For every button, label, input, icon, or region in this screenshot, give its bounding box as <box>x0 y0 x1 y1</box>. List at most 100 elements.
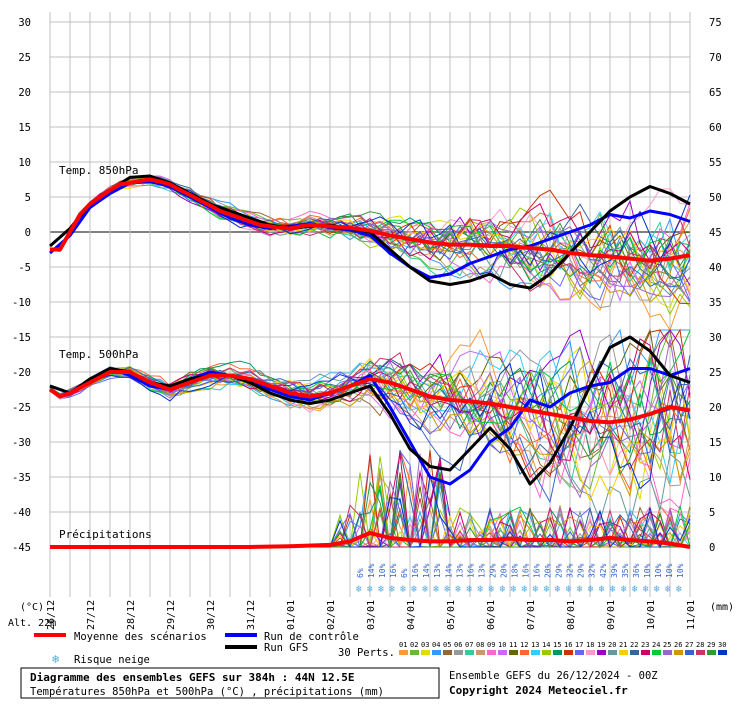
pert-number: 02 <box>410 641 418 649</box>
pert-number: 25 <box>663 641 671 649</box>
x-tick-label: 11/01 <box>686 600 697 630</box>
snowflake-icon: ❄ <box>577 584 584 595</box>
snowflake-icon: ❄ <box>378 584 385 595</box>
snowflake-icon: ❄ <box>533 584 540 595</box>
left-tick-label: -25 <box>12 402 31 414</box>
right-tick-label: 25 <box>709 367 722 379</box>
pert-swatch <box>509 650 518 655</box>
panel-label-t850: Temp. 850hPa <box>59 164 138 177</box>
snow-risk-pct: 14% <box>444 563 453 578</box>
right-tick-label: 75 <box>709 17 722 29</box>
snowflake-icon: ❄ <box>643 584 650 595</box>
right-tick-label: 0 <box>709 542 715 554</box>
pert-swatch <box>652 650 661 655</box>
pert-swatch <box>707 650 716 655</box>
t500-mean-line <box>48 370 691 425</box>
x-tick-label: 27/12 <box>86 600 97 630</box>
x-tick-label: 30/12 <box>206 600 217 630</box>
left-tick-label: 15 <box>18 122 31 134</box>
pert-swatch <box>608 650 617 655</box>
pert-number: 30 <box>718 641 726 649</box>
snowflake-icon: ❄ <box>676 584 683 595</box>
snowflake-icon: ❄ <box>632 584 639 595</box>
chart-subtitle: Températures 850hPa et 500hPa (°C) , pré… <box>30 686 384 698</box>
right-tick-label: 70 <box>709 52 722 64</box>
snowflake-icon: ❄ <box>400 584 407 595</box>
left-tick-label: 25 <box>18 52 31 64</box>
snowflake-icon: ❄ <box>654 584 661 595</box>
legend-perts-label: 30 Perts. <box>338 647 395 659</box>
x-tick-label: 06/01 <box>486 600 497 630</box>
pert-number: 23 <box>641 641 649 649</box>
pert-swatch <box>586 650 595 655</box>
snow-risk-pct: 16% <box>466 563 475 578</box>
pert-number: 09 <box>487 641 495 649</box>
altitude-label: Alt. 22m <box>8 618 56 629</box>
snow-risk-pct: 13% <box>455 563 464 578</box>
chart-title: Diagramme des ensembles GEFS sur 384h : … <box>30 671 355 684</box>
snow-risk-pct: 29% <box>555 563 564 578</box>
pert-swatch <box>487 650 496 655</box>
snowflake-icon: ❄ <box>665 584 672 595</box>
x-tick-label: 07/01 <box>526 600 537 630</box>
legend-snow-label: Risque neige <box>74 654 150 666</box>
snowflake-icon: ❄ <box>52 652 59 666</box>
perturbation-legend: 01 02 03 04 05 06 07 08 09 10 11 12 13 14 15 16 17 18 19 20… <box>399 641 727 655</box>
snowflake-icon: ❄ <box>444 584 451 595</box>
pert-number: 19 <box>597 641 605 649</box>
snow-risk-pct: 42% <box>599 563 608 578</box>
right-tick-label: 45 <box>709 227 722 239</box>
x-tick-label: 29/12 <box>166 600 177 630</box>
snowflake-icon: ❄ <box>367 584 374 595</box>
snowflake-icon: ❄ <box>433 584 440 595</box>
x-axis: 26/12 27/12 28/12 29/12 30/12 31/12 01/01 02/01… <box>46 600 697 630</box>
snow-risk-pct: 36% <box>632 563 641 578</box>
pert-swatch <box>410 650 419 655</box>
pert-number: 07 <box>465 641 473 649</box>
x-tick-label: 03/01 <box>366 600 377 630</box>
pert-number: 24 <box>652 641 660 649</box>
right-axis-unit: (mm) <box>710 602 734 613</box>
snow-risk-pct: 16% <box>411 563 420 578</box>
snow-risk-pct: 32% <box>566 563 575 578</box>
pert-number: 10 <box>498 641 506 649</box>
pert-swatch <box>454 650 463 655</box>
pert-swatch <box>476 650 485 655</box>
right-tick-label: 20 <box>709 402 722 414</box>
pert-swatch <box>674 650 683 655</box>
pert-swatch <box>542 650 551 655</box>
left-tick-label: 20 <box>18 87 31 99</box>
title-box <box>20 667 440 699</box>
left-tick-label: -15 <box>12 332 31 344</box>
snowflake-icon: ❄ <box>510 584 517 595</box>
x-tick-label: 08/01 <box>566 600 577 630</box>
snow-risk-pct: 20% <box>544 563 553 578</box>
pert-number: 08 <box>476 641 484 649</box>
snow-risk-pct: 14% <box>422 563 431 578</box>
snowflake-icon: ❄ <box>356 584 363 595</box>
pert-number: 01 <box>399 641 407 649</box>
pert-swatch <box>575 650 584 655</box>
left-tick-label: 10 <box>18 157 31 169</box>
left-tick-label: -35 <box>12 472 31 484</box>
snow-risk-pct: 6% <box>400 568 409 578</box>
snow-risk-pct: 20% <box>499 563 508 578</box>
pert-line-500 <box>49 362 691 490</box>
right-tick-label: 65 <box>709 87 722 99</box>
t500-control-line <box>49 367 691 486</box>
pert-swatch <box>399 650 408 655</box>
pert-number: 28 <box>696 641 704 649</box>
pert-swatch <box>630 650 639 655</box>
pert-number: 17 <box>575 641 583 649</box>
run-label: Ensemble GEFS du 26/12/2024 - 00Z <box>449 670 658 682</box>
pert-number: 03 <box>421 641 429 649</box>
snow-risk-pct: 10% <box>676 563 685 578</box>
left-tick-label: -5 <box>18 262 31 274</box>
pert-swatch <box>564 650 573 655</box>
legend-control-label: Run de contrôle <box>264 631 359 643</box>
snow-risk-pct: 10% <box>665 563 674 578</box>
legend-mean-label: Moyenne des scénarios <box>74 631 207 643</box>
snow-risk-pct: 14% <box>367 563 376 578</box>
snowflake-icon: ❄ <box>621 584 628 595</box>
